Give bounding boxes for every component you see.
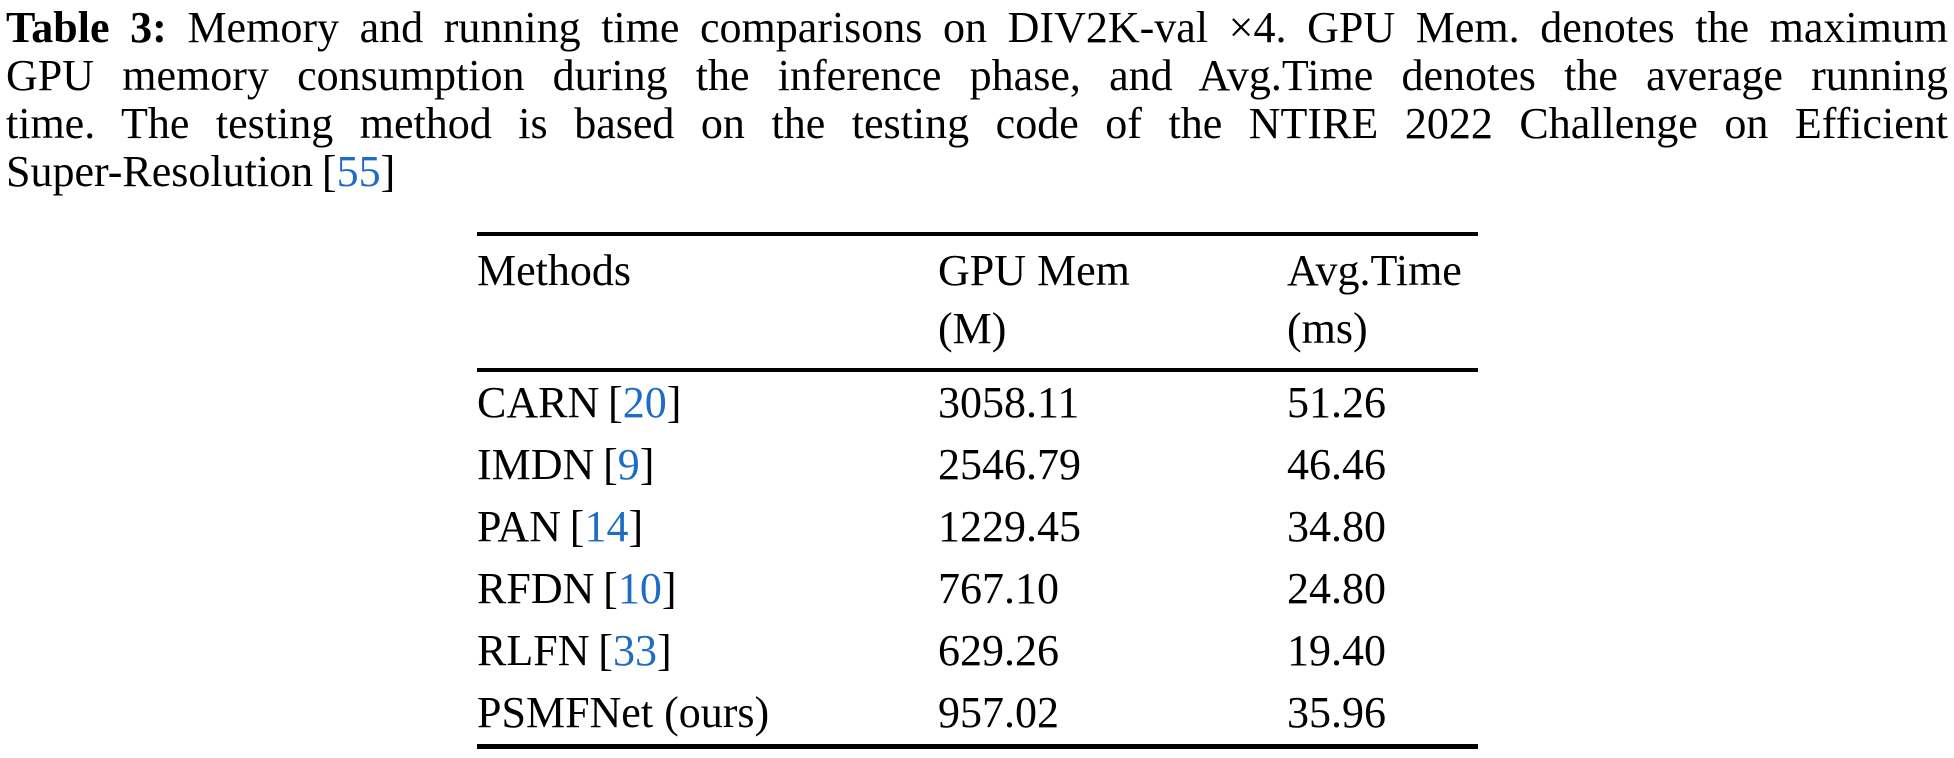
gpu-mem-cell: 957.02 [938, 688, 1059, 737]
citation-55: [55] [322, 147, 395, 196]
caption-line-1: Table 3: Memory and running time compari… [6, 4, 1948, 52]
caption-line-2: GPU memory consumption during the infere… [6, 51, 1948, 100]
caption-table-label: Table 3: [6, 3, 167, 52]
method-cell: PSMFNet (ours) [477, 688, 770, 737]
avg-time-cell: 46.46 [1287, 440, 1386, 489]
bracket-close: ] [380, 147, 396, 196]
column-header-avg-time-line2: (ms) [1287, 304, 1368, 353]
column-header-methods: Methods [477, 246, 631, 295]
gpu-mem-cell: 1229.45 [938, 502, 1081, 551]
method-cell: IMDN [9] [477, 434, 938, 496]
bracket-close: ] [628, 502, 644, 551]
avg-time-cell: 35.96 [1287, 688, 1386, 737]
citation-ref-9[interactable]: 9 [617, 440, 640, 489]
method-cell: PAN [14] [477, 496, 938, 558]
bracket-open: [ [603, 440, 618, 489]
column-header-avg-time: Avg.Time (ms) [1287, 242, 1478, 358]
citation-9: [9] [603, 440, 654, 489]
bracket-open: [ [321, 147, 337, 196]
caption-line-3: time. The testing method is based on the… [6, 99, 1948, 148]
table-row-carn: CARN [20] 3058.11 51.26 [477, 372, 1478, 434]
gpu-mem-cell: 2546.79 [938, 440, 1081, 489]
method-cell: RFDN [10] [477, 558, 938, 620]
bracket-open: [ [603, 564, 618, 613]
citation-14: [14] [570, 502, 643, 551]
bracket-close: ] [661, 564, 677, 613]
table-row-pan: PAN [14] 1229.45 34.80 [477, 496, 1478, 558]
avg-time-cell: 19.40 [1287, 626, 1386, 675]
bracket-close: ] [666, 378, 682, 427]
method-name: RLFN [477, 626, 590, 675]
bracket-close: ] [639, 440, 655, 489]
gpu-mem-cell: 767.10 [938, 564, 1059, 613]
method-name: RFDN [477, 564, 595, 613]
citation-ref-33[interactable]: 33 [612, 626, 657, 675]
method-name: PAN [477, 502, 561, 551]
method-name: IMDN [477, 440, 595, 489]
citation-33: [33] [598, 626, 671, 675]
avg-time-cell: 34.80 [1287, 502, 1386, 551]
method-name: CARN [477, 378, 600, 427]
bracket-open: [ [569, 502, 585, 551]
avg-time-cell: 24.80 [1287, 564, 1386, 613]
bracket-close: ] [656, 626, 672, 675]
citation-20: [20] [608, 378, 681, 427]
table-row-psmfnet: PSMFNet (ours) 957.02 35.96 [477, 682, 1478, 744]
caption-line-4: Super-Resolution [55] [6, 148, 1948, 196]
citation-10: [10] [603, 564, 676, 613]
column-header-avg-time-line1: Avg.Time [1287, 246, 1462, 295]
table-caption: Table 3: Memory and running time compari… [6, 4, 1948, 196]
method-cell: RLFN [33] [477, 620, 938, 682]
gpu-mem-cell: 629.26 [938, 626, 1059, 675]
table-row-rfdn: RFDN [10] 767.10 24.80 [477, 558, 1478, 620]
bracket-open: [ [608, 378, 623, 427]
table-row-imdn: IMDN [9] 2546.79 46.46 [477, 434, 1478, 496]
avg-time-cell: 51.26 [1287, 378, 1386, 427]
citation-ref-14[interactable]: 14 [584, 502, 629, 551]
citation-ref-55[interactable]: 55 [336, 147, 381, 196]
column-header-gpu-mem-line2: (M) [938, 304, 1007, 353]
column-header-gpu-mem-line1: GPU Mem [938, 246, 1130, 295]
table-body: CARN [20] 3058.11 51.26 IMDN [9] 2546.79 4… [477, 372, 1478, 744]
table-header-row: Methods GPU Mem (M) Avg.Time (ms) [477, 236, 1478, 372]
table-row-rlfn: RLFN [33] 629.26 19.40 [477, 620, 1478, 682]
caption-line-1-text: Memory and running time comparisons on D… [187, 3, 1949, 52]
caption-line-4-text: Super-Resolution [6, 147, 314, 196]
results-table: Methods GPU Mem (M) Avg.Time (ms) CARN [2… [477, 232, 1478, 749]
column-header-gpu-mem: GPU Mem (M) [938, 242, 1287, 358]
gpu-mem-cell: 3058.11 [938, 378, 1080, 427]
method-cell: CARN [20] [477, 372, 938, 434]
citation-ref-20[interactable]: 20 [622, 378, 667, 427]
citation-ref-10[interactable]: 10 [617, 564, 662, 613]
bracket-open: [ [598, 626, 613, 675]
